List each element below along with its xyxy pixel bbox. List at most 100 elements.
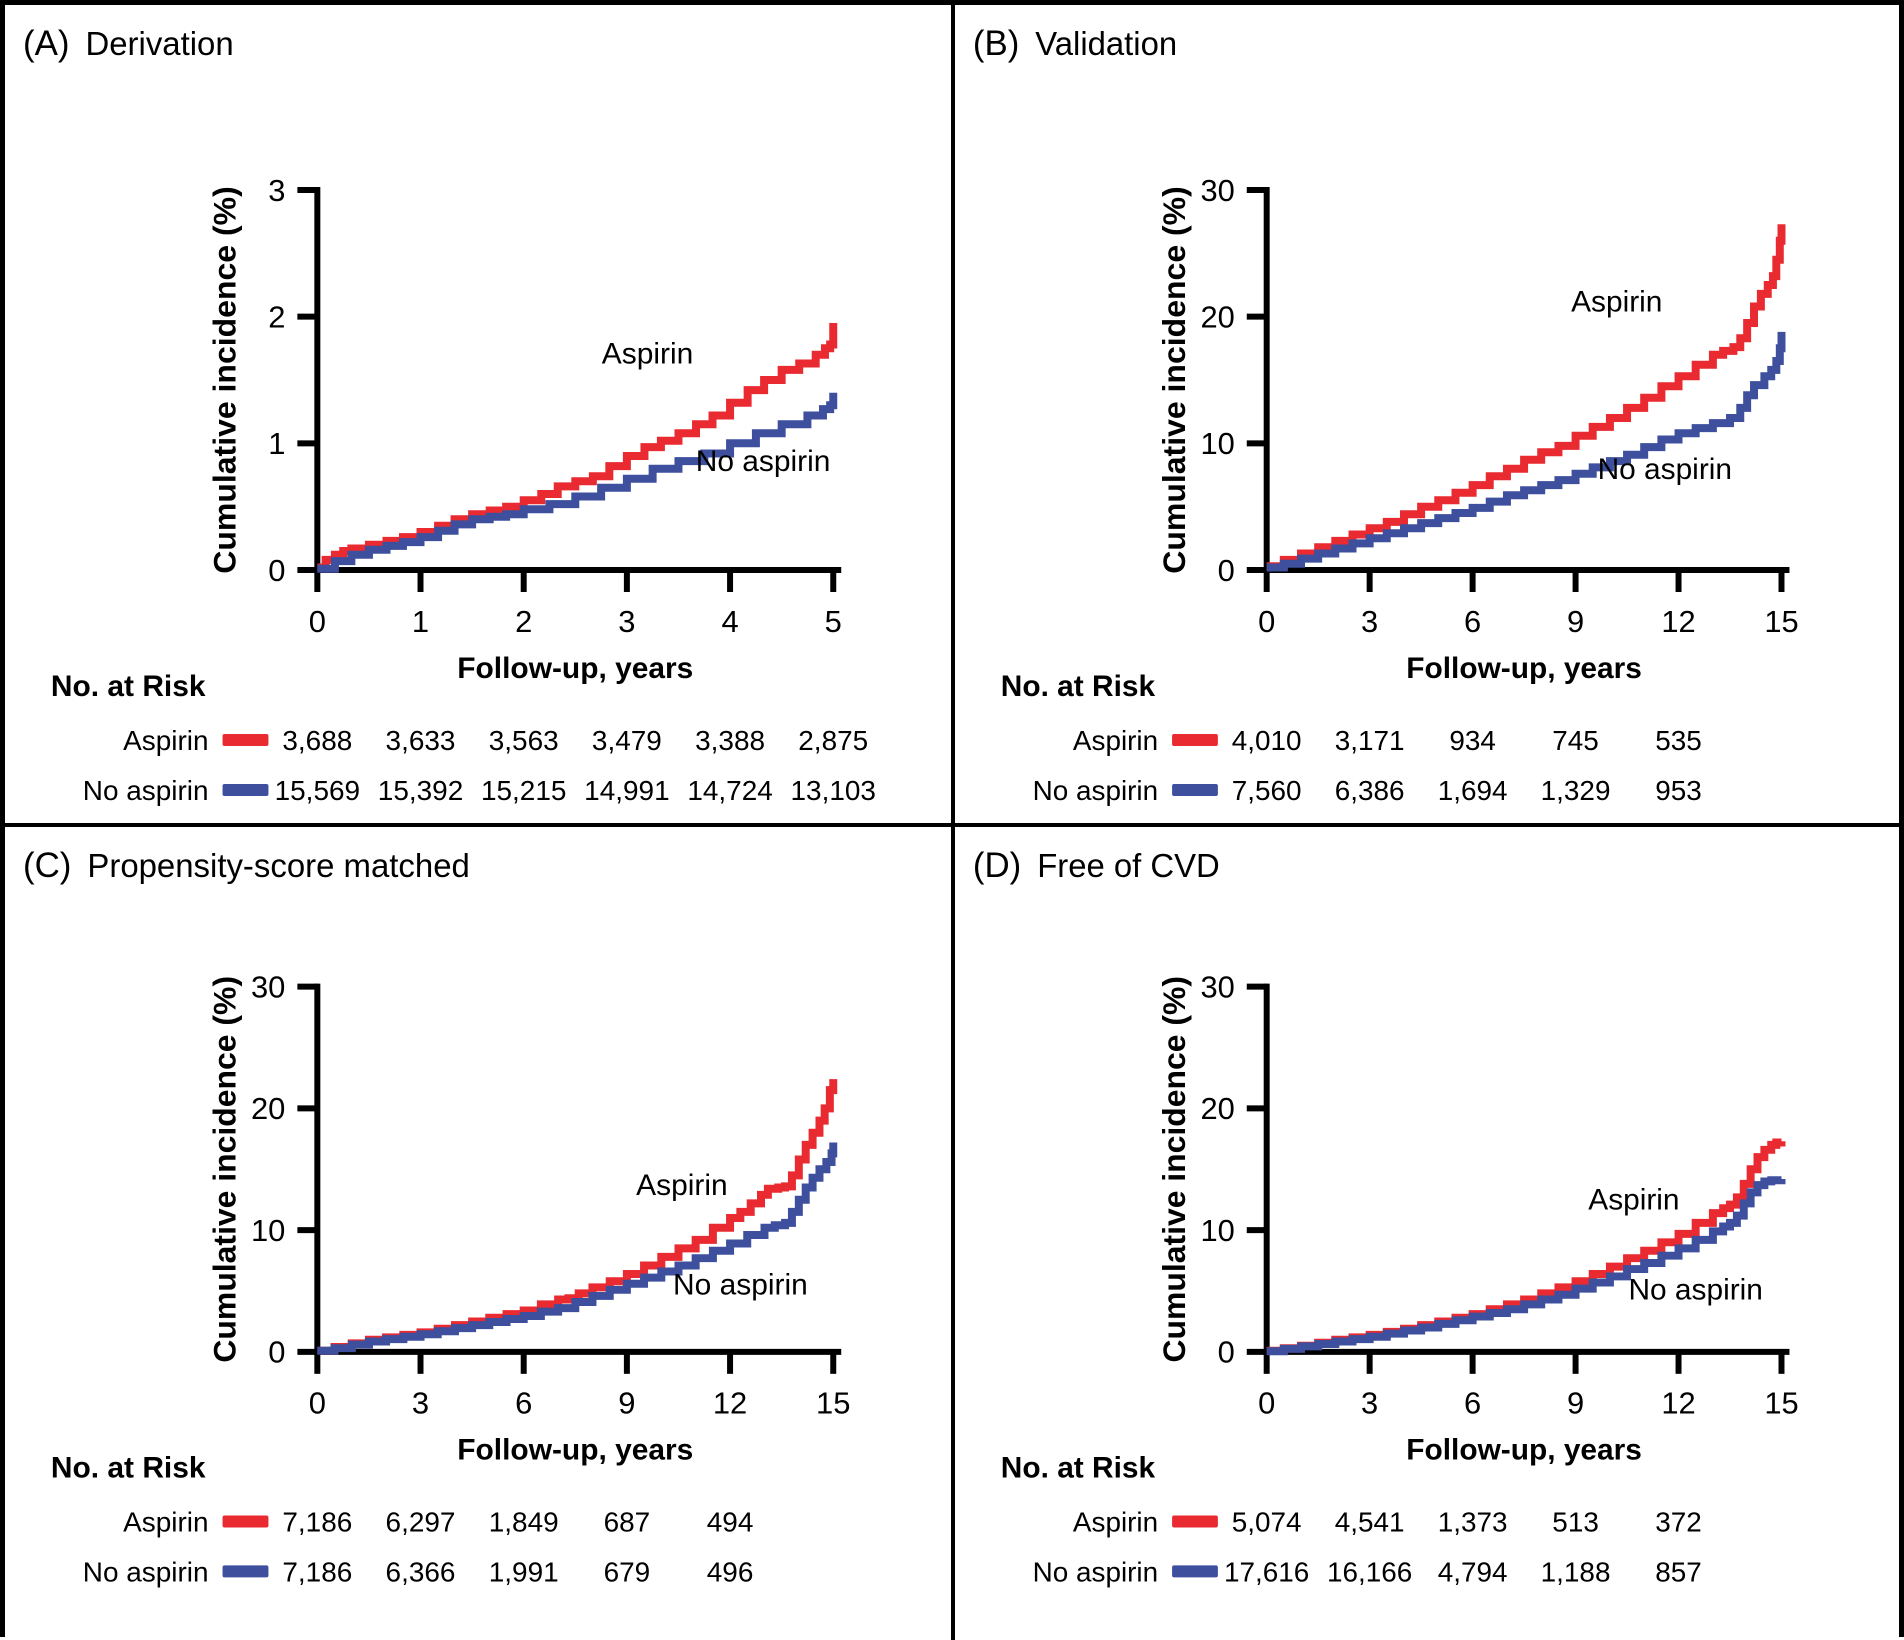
at-risk-value: 857 — [1655, 1556, 1702, 1587]
x-tick-label: 15 — [1764, 604, 1798, 639]
at-risk-value: 6,386 — [1335, 775, 1405, 806]
at-risk-value: 1,991 — [489, 1556, 559, 1587]
curve-label-no-aspirin: No aspirin — [673, 1269, 808, 1302]
y-tick-label: 20 — [1200, 1091, 1234, 1126]
y-tick-label: 30 — [251, 969, 285, 1004]
y-tick-label: 30 — [1200, 173, 1234, 208]
panel-free-of-cvd-chart: (D) Free of CVD 0 10 20 30 0 3 6 9 12 15 Cumulative … — [973, 846, 1799, 1588]
y-tick-label: 20 — [1200, 299, 1234, 334]
at-risk-row-label: No aspirin — [83, 1556, 209, 1587]
legend-swatch-aspirin — [1172, 734, 1218, 746]
panel-propensity-score-matched: (C) Propensity-score matched 0 10 20 30 0 3 6 9 12… — [5, 827, 955, 1640]
at-risk-value: 7,186 — [282, 1556, 352, 1587]
at-risk-value: 1,849 — [489, 1506, 559, 1537]
panel-propensity-score-matched-chart: (C) Propensity-score matched 0 10 20 30 0 3 6 9 12… — [23, 846, 850, 1587]
at-risk-value: 3,563 — [489, 725, 559, 756]
x-tick-label: 12 — [1661, 1386, 1695, 1421]
at-risk-value: 17,616 — [1224, 1556, 1309, 1587]
at-risk-value: 7,560 — [1232, 775, 1302, 806]
at-risk-value: 14,991 — [584, 775, 669, 806]
at-risk-row-label: Aspirin — [1073, 1506, 1158, 1537]
legend-swatch-aspirin — [222, 1515, 269, 1528]
at-risk-row-label: Aspirin — [123, 725, 208, 756]
y-tick-label: 0 — [268, 1335, 285, 1370]
panel-derivation: (A) Derivation 0 1 2 3 0 1 2 3 4 5 Cumulative incide… — [5, 5, 955, 827]
at-risk-value: 5,074 — [1232, 1506, 1302, 1537]
y-tick-label: 1 — [268, 426, 285, 461]
at-risk-value: 496 — [707, 1556, 754, 1587]
at-risk-row-label: No aspirin — [1033, 775, 1159, 806]
x-tick-label: 9 — [618, 1386, 635, 1421]
x-tick-label: 12 — [713, 1386, 747, 1421]
x-tick-label: 3 — [618, 604, 635, 639]
curve-label-aspirin: Aspirin — [1588, 1183, 1679, 1216]
at-risk-value: 14,724 — [687, 775, 772, 806]
legend-swatch-aspirin — [222, 734, 269, 746]
at-risk-header: No. at Risk — [1001, 670, 1156, 703]
y-tick-label: 20 — [251, 1091, 285, 1126]
at-risk-value: 13,103 — [791, 775, 876, 806]
at-risk-value: 513 — [1552, 1506, 1599, 1537]
at-risk-value: 3,633 — [386, 725, 456, 756]
at-risk-value: 4,541 — [1335, 1506, 1405, 1537]
curve-label-no-aspirin: No aspirin — [696, 445, 831, 478]
x-tick-label: 6 — [1464, 1386, 1481, 1421]
x-tick-label: 6 — [1464, 604, 1481, 639]
curve-no-aspirin — [317, 1142, 838, 1355]
at-risk-value: 4,794 — [1438, 1556, 1508, 1587]
x-tick-label: 15 — [816, 1386, 850, 1421]
panel-derivation-chart: (A) Derivation 0 1 2 3 0 1 2 3 4 5 Cumulative incide… — [23, 24, 876, 806]
curve-no-aspirin — [317, 392, 838, 573]
legend-swatch-aspirin — [1172, 1515, 1218, 1528]
x-tick-label: 3 — [1361, 604, 1378, 639]
at-risk-value: 745 — [1552, 725, 1599, 756]
x-tick-label: 3 — [412, 1386, 429, 1421]
at-risk-value: 494 — [707, 1506, 754, 1537]
at-risk-header: No. at Risk — [51, 670, 206, 703]
legend-swatch-no-aspirin — [1172, 784, 1218, 796]
at-risk-value: 1,329 — [1541, 775, 1611, 806]
x-axis-title: Follow-up, years — [1406, 1434, 1642, 1467]
at-risk-row-label: No aspirin — [83, 775, 209, 806]
x-tick-label: 6 — [515, 1386, 532, 1421]
x-tick-label: 0 — [309, 1386, 326, 1421]
y-axis-title: Cumulative incidence (%) — [207, 976, 243, 1363]
at-risk-value: 535 — [1655, 725, 1702, 756]
y-axis-title: Cumulative incidence (%) — [1156, 976, 1192, 1363]
y-tick-label: 0 — [1218, 553, 1235, 588]
panel-title: (B) Validation — [973, 24, 1177, 63]
at-risk-value: 1,694 — [1438, 775, 1508, 806]
y-tick-label: 2 — [268, 299, 285, 334]
curve-label-aspirin: Aspirin — [636, 1169, 727, 1202]
at-risk-value: 4,010 — [1232, 725, 1302, 756]
curve-label-no-aspirin: No aspirin — [1628, 1274, 1762, 1307]
panel-free-of-cvd: (D) Free of CVD 0 10 20 30 0 3 6 9 12 15 Cumulative … — [955, 827, 1899, 1640]
at-risk-value: 1,188 — [1541, 1556, 1611, 1587]
curve-aspirin — [1266, 1138, 1786, 1355]
at-risk-value: 1,373 — [1438, 1506, 1508, 1537]
at-risk-value: 15,392 — [378, 775, 463, 806]
at-risk-value: 953 — [1655, 775, 1702, 806]
x-axis-title: Follow-up, years — [457, 652, 693, 685]
at-risk-value: 934 — [1449, 725, 1496, 756]
legend-swatch-no-aspirin — [1172, 1565, 1218, 1578]
x-tick-label: 1 — [412, 604, 429, 639]
y-tick-label: 3 — [268, 173, 285, 208]
y-tick-label: 0 — [1218, 1335, 1235, 1370]
at-risk-value: 15,569 — [275, 775, 360, 806]
at-risk-value: 2,875 — [798, 725, 868, 756]
x-tick-label: 15 — [1764, 1386, 1798, 1421]
at-risk-value: 6,366 — [386, 1556, 456, 1587]
x-tick-label: 3 — [1361, 1386, 1378, 1421]
y-axis-title: Cumulative incidence (%) — [207, 186, 243, 573]
at-risk-value: 3,171 — [1335, 725, 1405, 756]
x-tick-label: 2 — [515, 604, 532, 639]
x-tick-label: 12 — [1661, 604, 1695, 639]
legend-swatch-no-aspirin — [222, 784, 269, 796]
panel-title: (A) Derivation — [23, 24, 234, 63]
y-tick-label: 10 — [251, 1213, 285, 1248]
curve-no-aspirin — [1266, 1176, 1786, 1356]
at-risk-value: 6,297 — [386, 1506, 456, 1537]
panel-validation-chart: (B) Validation 0 10 20 30 0 3 6 9 12 15 Cumulative i… — [973, 24, 1799, 806]
y-tick-label: 30 — [1200, 969, 1234, 1004]
